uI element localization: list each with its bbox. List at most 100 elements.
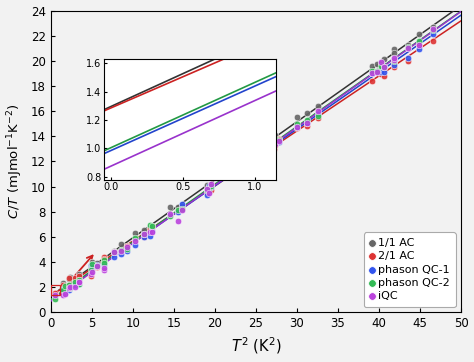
Point [275, 136, 283, 142]
Point [131, 242, 138, 248]
Point [429, 31, 437, 37]
Point [373, 68, 380, 73]
Point [71, 279, 79, 285]
Point [272, 136, 279, 142]
Point [378, 59, 385, 65]
Point [429, 24, 437, 30]
Point [59, 286, 66, 292]
Point [65, 285, 73, 291]
Point [66, 285, 74, 290]
Bar [51, 285, 60, 295]
Point [390, 58, 398, 64]
Point [303, 111, 311, 117]
Point [146, 233, 154, 239]
Point [275, 139, 283, 144]
Point [178, 207, 186, 212]
Point [146, 226, 154, 231]
Point [124, 243, 131, 248]
Point [124, 243, 131, 249]
Point [368, 78, 376, 84]
Point [207, 183, 214, 189]
Point [146, 222, 154, 228]
Point [368, 68, 376, 73]
Point [100, 256, 108, 262]
Point [256, 149, 264, 155]
Point [174, 209, 182, 215]
Point [269, 147, 276, 152]
Point [87, 271, 94, 277]
Point [88, 264, 96, 270]
Point [368, 71, 376, 76]
Point [391, 63, 398, 68]
Point [93, 264, 101, 270]
Point [110, 254, 118, 260]
Point [205, 183, 213, 189]
Point [75, 278, 83, 284]
Point [314, 108, 322, 114]
Point [148, 224, 155, 230]
Point [75, 271, 83, 277]
Point [166, 211, 173, 216]
Point [275, 139, 283, 144]
Point [65, 275, 73, 281]
Point [93, 260, 101, 266]
Point [75, 279, 83, 285]
Point [51, 292, 58, 298]
Point [203, 190, 211, 196]
Point [405, 45, 412, 51]
Point [257, 147, 264, 152]
Point [205, 188, 213, 194]
Point [131, 238, 138, 244]
Point [314, 111, 322, 117]
Point [415, 42, 423, 47]
Point [207, 184, 214, 190]
Point [256, 147, 264, 152]
Point [59, 287, 66, 293]
X-axis label: $T^2$ (K$^2$): $T^2$ (K$^2$) [230, 336, 281, 357]
Point [124, 244, 131, 250]
Point [131, 235, 138, 240]
Point [140, 231, 147, 236]
Point [65, 287, 73, 292]
Point [131, 238, 138, 244]
Point [270, 139, 277, 145]
Point [66, 284, 74, 290]
Point [66, 274, 74, 280]
Point [205, 185, 213, 190]
Point [415, 46, 423, 52]
Point [178, 206, 186, 212]
Point [118, 248, 125, 254]
Point [118, 251, 125, 257]
Point [140, 231, 147, 237]
Point [65, 276, 73, 282]
Point [166, 213, 173, 219]
Point [272, 142, 279, 148]
Point [118, 249, 125, 255]
Point [270, 136, 277, 142]
Point [391, 60, 398, 66]
Point [236, 170, 244, 176]
Point [378, 63, 385, 69]
Point [174, 218, 182, 224]
Point [124, 248, 131, 254]
Point [66, 285, 74, 291]
Point [166, 212, 173, 218]
Point [93, 262, 101, 268]
Point [61, 283, 69, 289]
Point [88, 265, 96, 271]
Point [236, 161, 244, 167]
Point [380, 69, 387, 75]
Point [272, 138, 279, 143]
Point [391, 55, 398, 60]
Point [178, 203, 186, 209]
Point [71, 282, 79, 288]
Point [61, 290, 69, 295]
Point [378, 69, 385, 75]
Point [272, 132, 279, 138]
Point [71, 284, 79, 290]
Point [100, 256, 108, 262]
Point [178, 202, 186, 207]
Point [390, 58, 398, 63]
Point [275, 137, 283, 143]
Point [118, 241, 125, 247]
